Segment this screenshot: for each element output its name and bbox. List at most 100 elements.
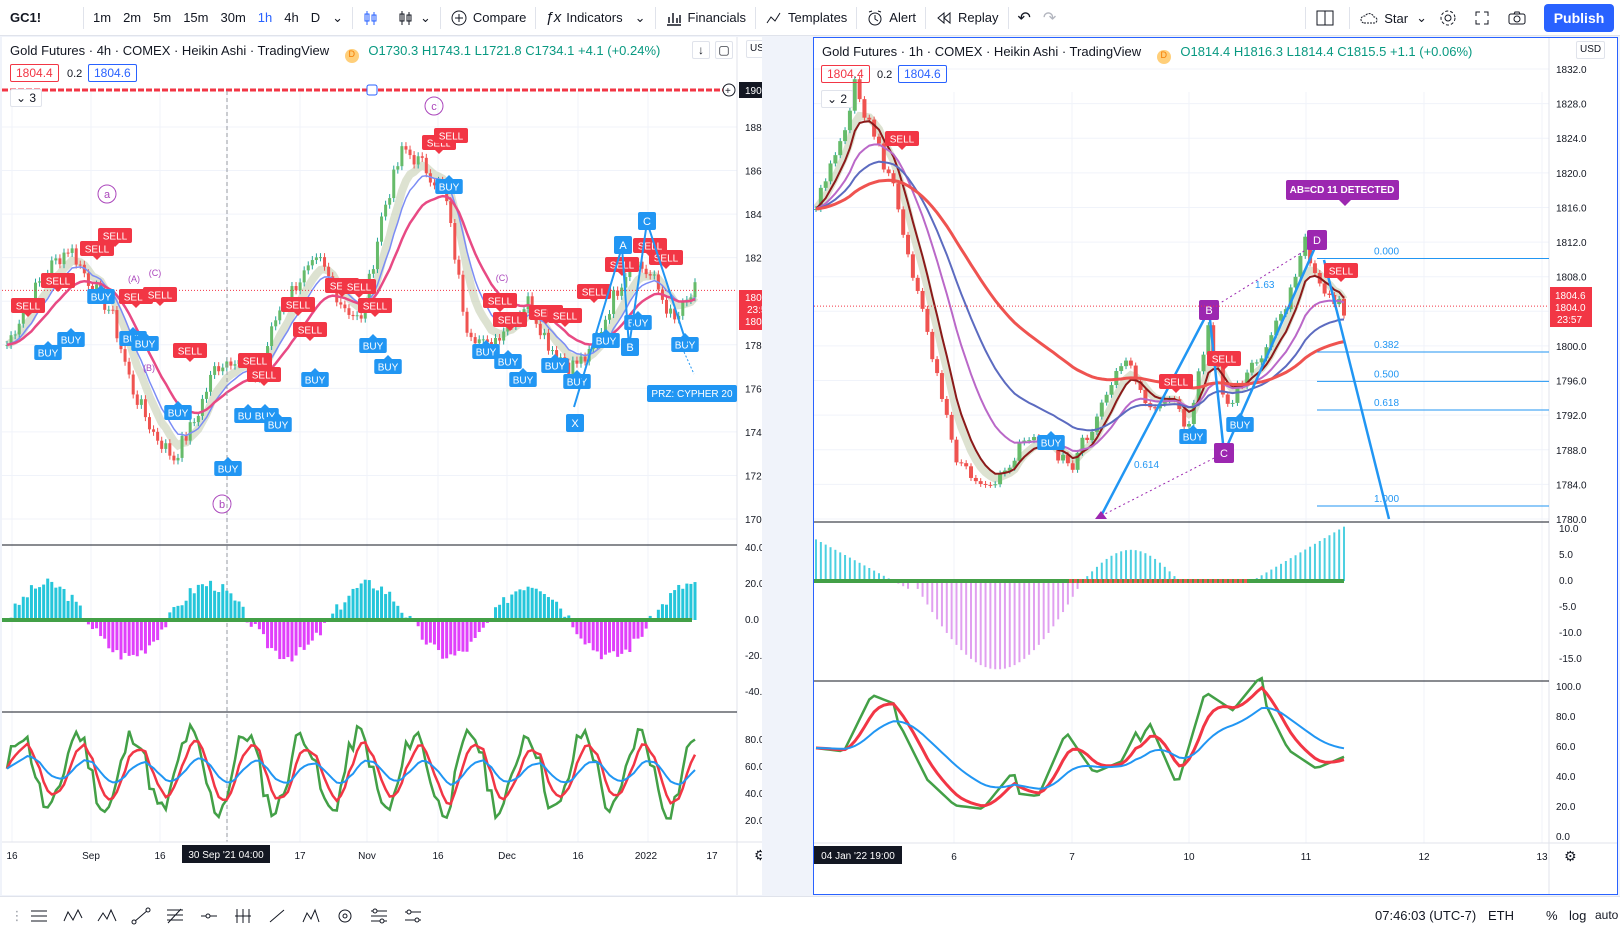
- interval-1m[interactable]: 1m: [93, 10, 112, 25]
- left-maximize-button[interactable]: ▢: [715, 41, 733, 59]
- settings-gear-icon[interactable]: [1433, 0, 1468, 36]
- left-pattern-point-bg: [638, 212, 656, 230]
- interval-1h[interactable]: 1h: [257, 10, 273, 25]
- right-candle: [959, 462, 964, 464]
- right-currency-button[interactable]: USD: [1576, 41, 1606, 59]
- sliders-icon[interactable]: [366, 903, 392, 929]
- left-chart-canvas[interactable]: 1880.01860.01840.01820.01800.01780.01760…: [2, 37, 762, 895]
- symbol-search[interactable]: GC1!: [10, 10, 42, 25]
- right-detect-pointer: [1339, 200, 1351, 206]
- auto-scale-button[interactable]: auto: [1595, 908, 1619, 922]
- fullscreen-icon[interactable]: [1468, 0, 1501, 36]
- right-candle: [969, 466, 974, 478]
- right-buy-signal-pointer: [1047, 431, 1055, 435]
- interval-5m[interactable]: 5m: [153, 10, 172, 25]
- left-ask-price[interactable]: 1804.6: [88, 64, 137, 82]
- right-candle: [1090, 431, 1095, 441]
- drag-handle-icon[interactable]: ⋮: [10, 908, 24, 923]
- indicators-dropdown-icon[interactable]: ⌄: [634, 9, 646, 25]
- fib-retracement-icon[interactable]: [162, 903, 188, 929]
- left-candle: [624, 277, 628, 288]
- left-candle: [221, 367, 225, 372]
- percent-scale-button[interactable]: %: [1546, 908, 1558, 923]
- interval-4h[interactable]: 4h: [284, 10, 299, 25]
- star-button[interactable]: Star ⌄: [1353, 0, 1433, 36]
- publish-button[interactable]: Publish: [1544, 4, 1614, 32]
- left-sell-signal: SELL: [347, 283, 372, 294]
- left-bid-price[interactable]: 1804.4: [10, 64, 59, 82]
- interval-15m[interactable]: 15m: [183, 10, 209, 25]
- divider: [1349, 7, 1351, 29]
- star-dropdown-icon[interactable]: ⌄: [1416, 10, 1427, 25]
- left-buy-signal-bg: [671, 337, 699, 352]
- right-pattern-point-bg: [1307, 230, 1327, 250]
- trend-line-icon[interactable]: [128, 903, 154, 929]
- left-collapse-indicators-button[interactable]: ⌄ 3: [10, 89, 43, 107]
- left-ohlc: O1730.3 H1743.1 L1721.8 C1734.1 +4.1 (+0…: [368, 43, 661, 58]
- left-scroll-down-button[interactable]: ↓: [692, 41, 710, 59]
- left-sell-signal-bg: [577, 284, 611, 299]
- redo-icon[interactable]: ↷: [1042, 9, 1057, 27]
- right-pattern-point: D: [1313, 235, 1321, 247]
- vertical-lines-icon[interactable]: [230, 903, 256, 929]
- left-buy-signal-bg: [164, 405, 192, 420]
- interval-dropdown-icon[interactable]: ⌄: [332, 9, 344, 25]
- indicators-button[interactable]: ƒx Indicators: [539, 0, 628, 36]
- parallel-channel-icon[interactable]: [400, 903, 426, 929]
- interval-2m[interactable]: 2m: [123, 10, 142, 25]
- left-candle: [233, 364, 237, 366]
- right-chart-canvas[interactable]: 1832.0 1828.0 1824.0 1820.0 1816.0 1812.0 1808…: [814, 38, 1617, 894]
- elliott-wave-icon[interactable]: [94, 903, 120, 929]
- right-candle: [867, 117, 872, 120]
- compare-button[interactable]: Compare: [444, 0, 532, 36]
- right-candle: [1099, 402, 1104, 417]
- right-candle: [1017, 442, 1022, 461]
- divider: [535, 6, 537, 29]
- right-osc2-tick: 60.0: [1556, 742, 1576, 753]
- right-collapse-indicators-button[interactable]: ⌄ 2: [821, 90, 854, 108]
- right-candle: [1104, 394, 1109, 403]
- right-candle: [1133, 365, 1138, 382]
- left-currency-button[interactable]: USD: [746, 40, 762, 58]
- log-scale-button[interactable]: log: [1569, 908, 1587, 923]
- financials-button[interactable]: Financials: [659, 0, 753, 36]
- left-candle: [673, 308, 677, 320]
- right-bid-price[interactable]: 1804.4: [821, 65, 870, 83]
- left-osc1-tick: 0.0: [745, 615, 759, 626]
- right-candle: [1186, 423, 1191, 427]
- right-sell-signal-pointer: [1337, 278, 1345, 282]
- alert-button[interactable]: Alert: [860, 0, 922, 36]
- left-chart-pane[interactable]: 1880.01860.01840.01820.01800.01780.01760…: [2, 37, 762, 895]
- replay-button[interactable]: Replay: [929, 0, 1004, 36]
- left-candle: [278, 310, 282, 321]
- left-candle: [384, 204, 388, 217]
- head-shoulders-icon[interactable]: [298, 903, 324, 929]
- bar-style-icon[interactable]: [356, 0, 391, 36]
- templates-button[interactable]: Templates: [759, 0, 853, 36]
- right-chart-pane[interactable]: 1832.0 1828.0 1824.0 1820.0 1816.0 1812.0 1808…: [813, 37, 1618, 895]
- left-ma-blue: [6, 175, 696, 437]
- fib-spiral-icon[interactable]: [332, 903, 358, 929]
- interval-D[interactable]: D: [310, 10, 321, 25]
- left-candle: [420, 156, 424, 158]
- session-button[interactable]: ETH: [1488, 908, 1514, 923]
- left-buy-signal: BUY: [91, 293, 112, 304]
- layout-icon[interactable]: [1309, 0, 1346, 36]
- right-ribbon: [814, 111, 1348, 483]
- right-candle: [1201, 354, 1206, 372]
- camera-icon[interactable]: [1501, 0, 1538, 36]
- left-candle: [652, 274, 656, 276]
- ray-icon[interactable]: [264, 903, 290, 929]
- right-candle: [1308, 236, 1313, 264]
- horizontal-ray-icon[interactable]: [196, 903, 222, 929]
- left-osc1-tick: 40.0: [745, 543, 762, 554]
- undo-icon[interactable]: ↶: [1017, 9, 1031, 27]
- pattern-xabcd-icon[interactable]: [60, 903, 86, 929]
- right-price-tick: 1812.0: [1556, 238, 1587, 249]
- interval-30m[interactable]: 30m: [220, 10, 246, 25]
- right-ask-price[interactable]: 1804.6: [898, 65, 947, 83]
- clock-time[interactable]: 07:46:03 (UTC-7): [1375, 908, 1477, 923]
- horizontal-lines-icon[interactable]: [26, 903, 52, 929]
- left-price-tick: 1860.0: [745, 167, 762, 178]
- chart-type-icon[interactable]: ⌄: [391, 0, 437, 36]
